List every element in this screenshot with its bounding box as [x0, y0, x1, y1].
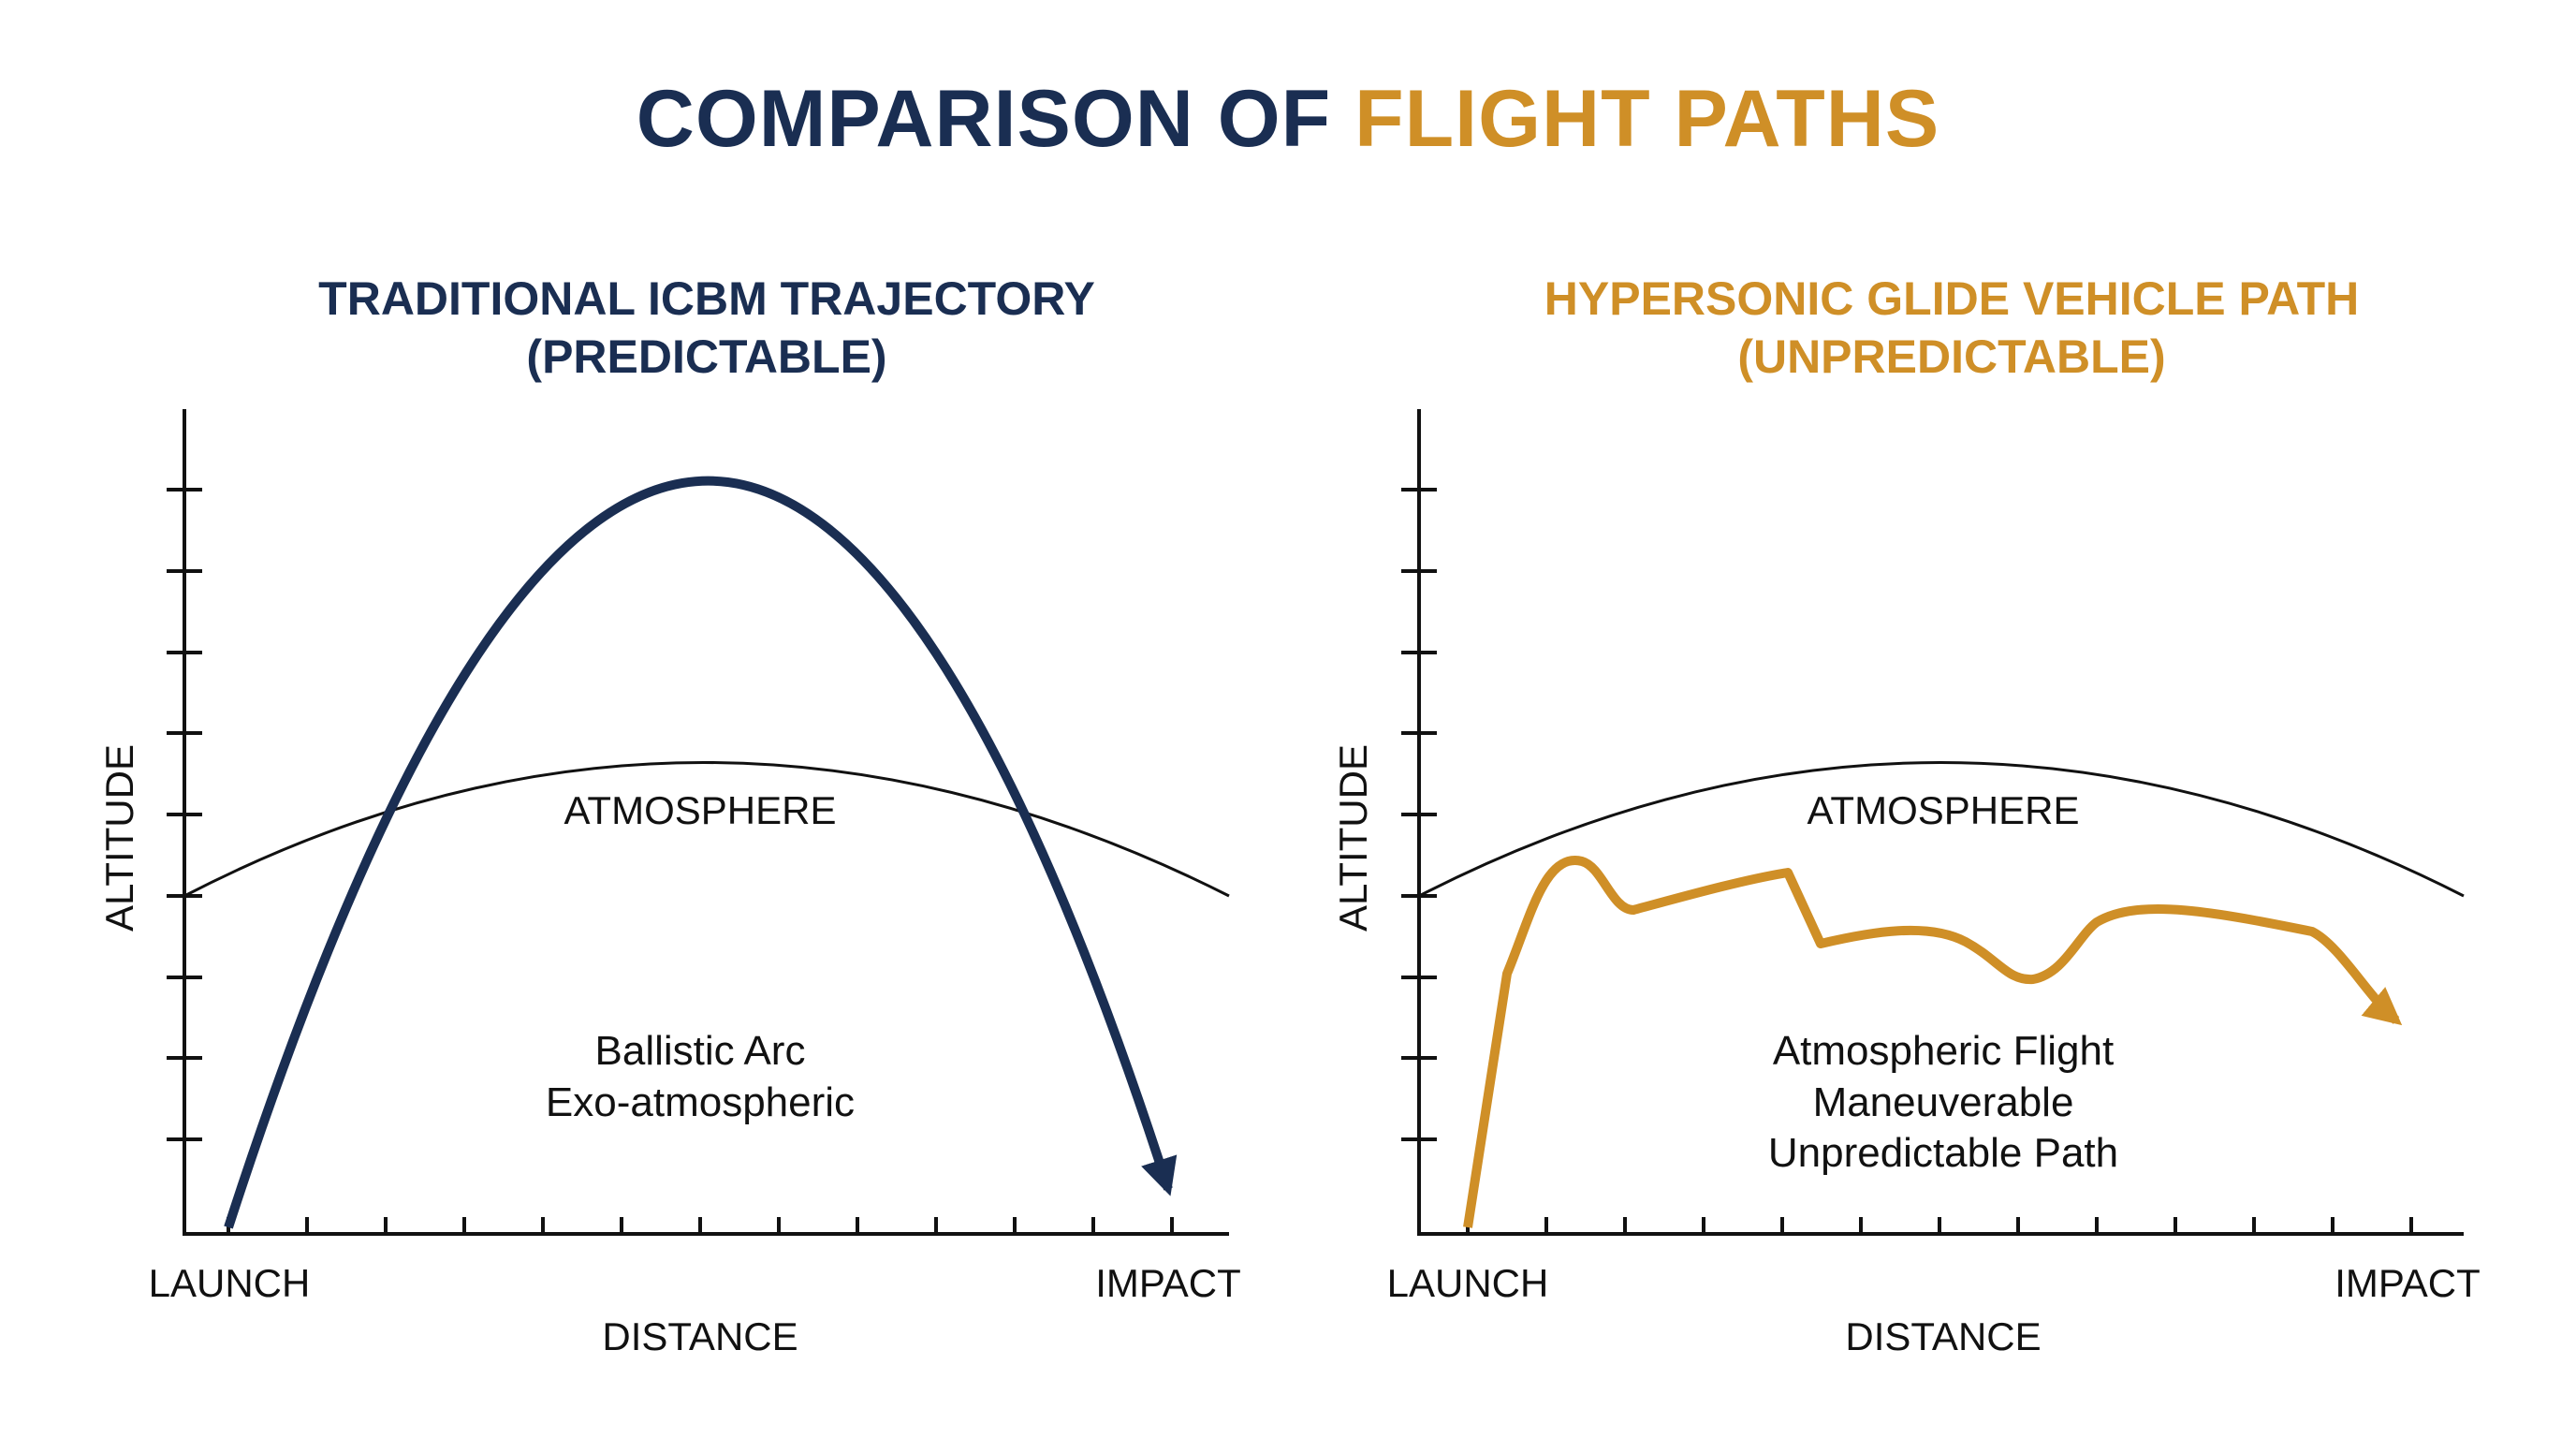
left-atmosphere-curve	[183, 761, 1230, 898]
left-impact-label: IMPACT	[1095, 1261, 1241, 1305]
left-panel: ATMOSPHERE Ballistic Arc Exo-atmospheric…	[97, 409, 1241, 1358]
right-note-line2: Maneuverable	[1813, 1079, 2074, 1125]
main-title-part1: COMPARISON OF	[636, 74, 1355, 164]
right-panel-title: HYPERSONIC GLIDE VEHICLE PATH (UNPREDICT…	[1390, 270, 2513, 386]
right-distance-label: DISTANCE	[1845, 1314, 2041, 1358]
right-x-ticks	[1466, 1217, 2413, 1234]
right-y-axis-label: ALTITUDE	[1331, 744, 1375, 932]
right-note-line3: Unpredictable Path	[1768, 1130, 2118, 1176]
hypersonic-glide-path	[1463, 856, 2403, 1228]
main-title-part2: FLIGHT PATHS	[1354, 74, 1940, 164]
right-panel-title-line1: HYPERSONIC GLIDE VEHICLE PATH	[1544, 272, 2360, 325]
ballistic-trajectory-path	[224, 476, 1178, 1229]
right-launch-label: LAUNCH	[1387, 1261, 1549, 1305]
left-y-ticks	[167, 488, 202, 1141]
right-note-line1: Atmospheric Flight	[1773, 1028, 2114, 1074]
left-panel-title-line2: (PREDICTABLE)	[526, 330, 887, 383]
right-impact-label: IMPACT	[2334, 1261, 2481, 1305]
right-atmosphere-curve	[1418, 761, 2465, 898]
left-atmosphere-label: ATMOSPHERE	[564, 788, 837, 832]
left-note-line1: Ballistic Arc	[595, 1028, 806, 1074]
left-panel-title: TRADITIONAL ICBM TRAJECTORY (PREDICTABLE…	[145, 270, 1268, 386]
left-note-line2: Exo-atmospheric	[546, 1079, 855, 1125]
left-x-ticks	[227, 1217, 1174, 1234]
right-atmosphere-label: ATMOSPHERE	[1808, 788, 2080, 832]
right-panel: ATMOSPHERE Atmospheric Flight Maneuverab…	[1331, 409, 2481, 1358]
left-launch-label: LAUNCH	[149, 1261, 311, 1305]
left-y-axis-label: ALTITUDE	[97, 744, 141, 932]
main-title: COMPARISON OF FLIGHT PATHS	[0, 73, 2576, 166]
left-panel-title-line1: TRADITIONAL ICBM TRAJECTORY	[318, 272, 1095, 325]
left-distance-label: DISTANCE	[602, 1314, 798, 1358]
right-panel-title-line2: (UNPREDICTABLE)	[1737, 330, 2166, 383]
